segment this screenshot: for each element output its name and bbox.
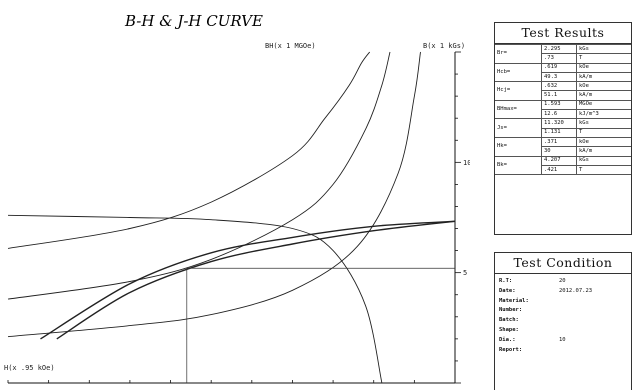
result-param-name: Bk=	[495, 155, 542, 176]
result-unit: kA/m	[576, 71, 631, 83]
condition-value: 20	[559, 278, 566, 284]
result-unit: kOe	[576, 136, 631, 148]
condition-row: Dia.: 10	[499, 336, 631, 346]
top-axis-right-label: B(x 1 kGs)	[423, 42, 465, 50]
series-line-4	[7, 51, 371, 249]
test-condition-title: Test Condition	[495, 253, 631, 274]
result-value: 2.295	[541, 43, 577, 55]
condition-label: Number:	[499, 307, 523, 314]
result-row: Bk= 4.207 kGs	[495, 155, 631, 176]
condition-value: 2012.07.23	[559, 287, 593, 294]
result-value: 12.6	[541, 109, 577, 120]
condition-row: Material:	[499, 297, 631, 307]
condition-row: R.T: 20	[499, 277, 631, 287]
condition-label: Material:	[499, 297, 529, 304]
result-value: 11.320	[541, 118, 577, 129]
result-param-name: Br=	[495, 44, 542, 64]
condition-row: Batch:	[499, 316, 631, 326]
plot-area: 5 10	[7, 51, 470, 384]
result-unit: T	[576, 164, 631, 176]
condition-row: Report:	[499, 346, 631, 356]
result-row: Hcb= .619 kOe	[495, 62, 631, 83]
result-row: Br= 2.295 kGs	[495, 43, 631, 64]
result-unit: kOe	[576, 81, 631, 92]
x-axis-label: H(x .95 kOe)	[4, 364, 55, 372]
result-value: 1.593	[541, 99, 577, 111]
result-row: Js= 11.320 kGs	[495, 118, 631, 138]
test-condition-list: R.T: 20 Date: 2012.07.23 Material: Number: Bat…	[495, 274, 631, 355]
result-unit: kA/m	[576, 90, 631, 101]
test-results-table: Br= 2.295 kGs .73 T Hcb= .619 kOe 49.3 kA/m Hcj= .6…	[495, 43, 631, 176]
top-axis-left-label: BH(x 1 MGOe)	[265, 42, 316, 50]
result-value: .632	[541, 81, 577, 92]
result-param-name: Js=	[495, 118, 542, 138]
result-value: 51.1	[541, 90, 577, 101]
condition-row: Date: 2012.07.23	[499, 287, 631, 297]
series-line-2	[56, 220, 456, 340]
condition-row: Shape:	[499, 326, 631, 336]
series-line-6	[7, 51, 421, 338]
result-row: Hcj= .632 kOe	[495, 81, 631, 101]
result-param-name: BHmax=	[495, 99, 542, 120]
result-row: BHmax= 1.593 MGOe	[495, 99, 631, 120]
series-line-3	[7, 214, 383, 384]
condition-label: Dia.:	[499, 336, 516, 343]
result-unit: kGs	[576, 155, 631, 166]
condition-label: R.T:	[499, 278, 513, 284]
test-results-panel: Test Results Br= 2.295 kGs .73 T Hcb= .619 kOe 4…	[494, 22, 632, 235]
result-value: .371	[541, 136, 577, 148]
y-tick-label: 5	[463, 269, 467, 277]
result-value: .73	[541, 53, 577, 64]
result-value: 4.207	[541, 155, 577, 166]
result-param-name: Hcb=	[495, 62, 542, 83]
result-row: Hk= .371 kOe	[495, 136, 631, 157]
result-unit: kGs	[576, 118, 631, 129]
result-row: .421 T	[495, 164, 631, 176]
result-unit: kA/m	[576, 146, 631, 157]
result-unit: T	[576, 127, 631, 138]
result-value: .619	[541, 62, 577, 73]
condition-label: Batch:	[499, 317, 519, 324]
condition-label: Report:	[499, 346, 523, 353]
condition-row: Number:	[499, 306, 631, 316]
condition-label: Shape:	[499, 326, 519, 333]
result-value: 30	[541, 146, 577, 157]
result-param-name: Hk=	[495, 136, 542, 157]
result-value: 49.3	[541, 71, 577, 83]
test-results-title: Test Results	[495, 23, 631, 44]
test-condition-panel: Test Condition R.T: 20 Date: 2012.07.23 Mate…	[494, 252, 632, 390]
chart-title: B-H & J-H CURVE	[124, 12, 263, 30]
result-unit: T	[576, 53, 631, 64]
result-value: 1.131	[541, 127, 577, 138]
result-param-name: Hcj=	[495, 81, 542, 101]
result-unit: kOe	[576, 62, 631, 73]
series-line-5	[7, 51, 391, 300]
result-value: .421	[541, 164, 577, 176]
bh-jh-chart: B-H & J-H CURVE BH(x 1 MGOe) B(x 1 kGs) …	[4, 12, 470, 384]
y-tick-label: 10	[463, 159, 470, 167]
condition-label: Date:	[499, 287, 516, 294]
result-unit: MGOe	[576, 99, 631, 111]
condition-value: 10	[559, 336, 566, 343]
result-unit: kGs	[576, 43, 631, 55]
series-line-1	[40, 220, 456, 340]
result-unit: kJ/m^3	[576, 109, 631, 120]
